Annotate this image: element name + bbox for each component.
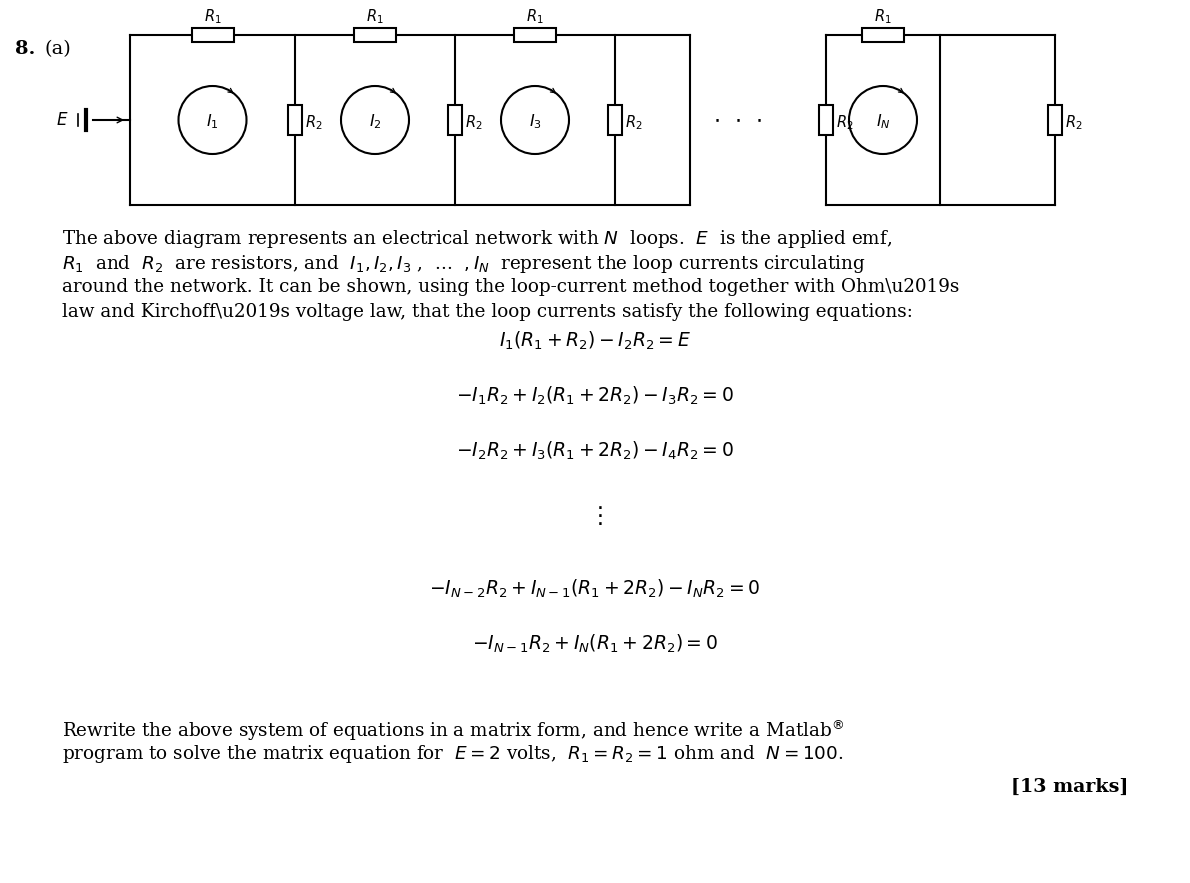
Text: $R_2$: $R_2$: [465, 114, 483, 132]
Text: $R_2$: $R_2$: [837, 114, 853, 132]
Bar: [447, 105, 462, 135]
Bar: [608, 105, 622, 135]
Bar: [353, 28, 396, 42]
Text: $- I_2 R_2 + I_3(R_1 + 2R_2) - I_4 R_2 = 0$: $- I_2 R_2 + I_3(R_1 + 2R_2) - I_4 R_2 =…: [456, 440, 734, 463]
Text: The above diagram represents an electrical network with $N$  loops.  $E$  is the: The above diagram represents an electric…: [62, 228, 892, 250]
Text: $R_2$: $R_2$: [305, 114, 322, 132]
Bar: [819, 105, 833, 135]
Text: $R_1$: $R_1$: [526, 7, 544, 26]
Text: $I_1$: $I_1$: [206, 113, 219, 132]
Text: $R_2$: $R_2$: [625, 114, 643, 132]
Text: $R_1$: $R_1$: [367, 7, 384, 26]
Bar: [288, 105, 302, 135]
Text: program to solve the matrix equation for  $E = 2$ volts,  $R_1 = R_2 = 1$ ohm an: program to solve the matrix equation for…: [62, 743, 844, 765]
Text: $I_2$: $I_2$: [369, 113, 381, 132]
Text: around the network. It can be shown, using the loop-current method together with: around the network. It can be shown, usi…: [62, 278, 959, 296]
Text: $R_1$: $R_1$: [875, 7, 891, 26]
Text: $I_1(R_1 + R_2) - I_2 R_2 = E$: $I_1(R_1 + R_2) - I_2 R_2 = E$: [499, 330, 691, 352]
Text: [13 marks]: [13 marks]: [1010, 778, 1128, 796]
Bar: [862, 28, 904, 42]
Bar: [514, 28, 556, 42]
Bar: [1048, 105, 1061, 135]
Text: $\vdots$: $\vdots$: [588, 505, 602, 528]
Text: $E$: $E$: [56, 111, 68, 129]
Text: (a): (a): [45, 40, 71, 58]
Text: $R_1$: $R_1$: [203, 7, 221, 26]
Text: $\cdot$  $\cdot$  $\cdot$: $\cdot$ $\cdot$ $\cdot$: [714, 112, 763, 132]
Bar: [192, 28, 233, 42]
Text: $I_N$: $I_N$: [876, 113, 890, 132]
Text: $- I_{N-2} R_2 + I_{N-1}(R_1 + 2R_2) - I_N R_2 = 0$: $- I_{N-2} R_2 + I_{N-1}(R_1 + 2R_2) - I…: [430, 578, 760, 600]
Text: $- I_{N-1} R_2 + I_N(R_1 + 2R_2) = 0$: $- I_{N-1} R_2 + I_N(R_1 + 2R_2) = 0$: [472, 633, 718, 655]
Text: $I_3$: $I_3$: [528, 113, 541, 132]
Text: $R_2$: $R_2$: [1065, 114, 1083, 132]
Text: 8.: 8.: [15, 40, 36, 58]
Text: law and Kirchoff\u2019s voltage law, that the loop currents satisfy the followin: law and Kirchoff\u2019s voltage law, tha…: [62, 303, 913, 321]
Text: $- I_1 R_2 + I_2(R_1 + 2R_2) - I_3 R_2 = 0$: $- I_1 R_2 + I_2(R_1 + 2R_2) - I_3 R_2 =…: [456, 385, 734, 407]
Text: Rewrite the above system of equations in a matrix form, and hence write a Matlab: Rewrite the above system of equations in…: [62, 718, 844, 743]
Text: $R_1$  and  $R_2$  are resistors, and  $I_1, I_2, I_3$ ,  ...  $,I_N$  represent: $R_1$ and $R_2$ are resistors, and $I_1,…: [62, 253, 865, 275]
